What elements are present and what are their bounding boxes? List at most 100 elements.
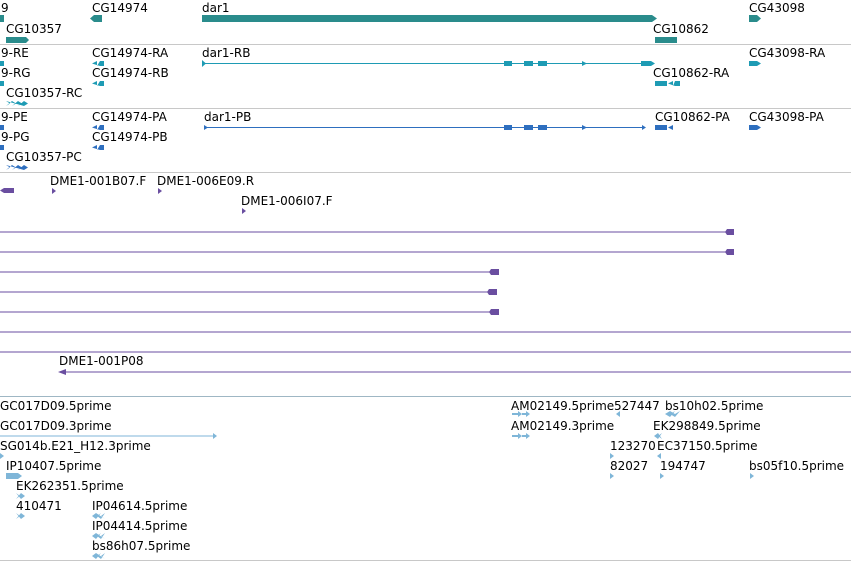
est-glyph-ip04614-5prime[interactable] [92, 513, 105, 519]
est-glyph-410471[interactable] [16, 513, 25, 519]
est-label[interactable]: 82027 [610, 459, 649, 473]
est-label[interactable]: 410471 [16, 499, 62, 513]
protein-exon-arrow [642, 125, 646, 130]
transcript-exon [538, 61, 547, 66]
protein-glyph-cg10357-pc[interactable] [6, 165, 28, 170]
est-glyph-ec37150-5prime[interactable] [657, 453, 661, 459]
est-glyph-am02149-3prime-b [522, 433, 530, 439]
est-glyph-bs10h02-5prime[interactable] [665, 411, 680, 417]
transcript-label[interactable]: CG14974-RB [92, 66, 169, 80]
est-glyph-bs05f10-5prime[interactable] [750, 473, 754, 479]
clone-glyph-dme1-006i07-f[interactable] [242, 208, 246, 214]
gene-label-cg43098[interactable]: CG43098 [749, 1, 805, 15]
est-glyph-am02149-3prime[interactable] [512, 433, 522, 439]
transcript-glyph-cg10357-rc[interactable] [6, 101, 28, 106]
est-label[interactable]: EC37150.5prime [657, 439, 758, 453]
transcript-glyph[interactable] [0, 61, 4, 66]
est-label[interactable]: 527447 [614, 399, 660, 413]
est-label[interactable]: GC017D09.5prime [0, 399, 112, 413]
est-glyph-am02149-5prime[interactable] [512, 411, 522, 417]
est-label[interactable]: IP10407.5prime [6, 459, 102, 473]
est-glyph-527447[interactable] [616, 411, 620, 417]
clone-label[interactable]: DME1-006I07.F [241, 194, 333, 208]
gene-glyph-cg10357[interactable] [6, 37, 26, 43]
est-glyph-ip04414-5prime[interactable] [92, 533, 105, 539]
protein-label[interactable]: CG10357-PC [6, 150, 82, 164]
protein-glyph-dar1-pb-start [204, 125, 208, 130]
transcript-glyph-cg14974-rb[interactable] [92, 81, 104, 86]
est-label[interactable]: GC017D09.3prime [0, 419, 112, 433]
protein-glyph-cg14974-pb[interactable] [92, 145, 104, 150]
clone-label[interactable]: DME1-001P08 [59, 354, 144, 368]
transcript-glyph-cg10862-ra[interactable] [655, 81, 667, 86]
transcript-label[interactable]: 9-RE [1, 46, 29, 60]
est-glyph-ek298849-5prime[interactable] [654, 433, 662, 439]
transcript-label[interactable]: 9-RG [1, 66, 31, 80]
gene-glyph-dar1-arrow [652, 15, 657, 22]
protein-glyph[interactable] [0, 145, 4, 150]
gene-glyph-cg43098[interactable] [749, 15, 757, 22]
est-label[interactable]: AM02149.5prime [511, 399, 615, 413]
est-glyph-ip10407-5prime[interactable] [6, 473, 18, 479]
gene-track-glyphs [0, 15, 761, 43]
protein-glyph-cg10862-pa[interactable] [655, 125, 667, 130]
gene-glyph-dar1[interactable] [202, 15, 652, 22]
transcript-exon [582, 61, 587, 66]
transcript-label[interactable]: CG10862-RA [653, 66, 730, 80]
est-glyph-sg014b[interactable] [0, 453, 4, 459]
clone-glyph[interactable] [4, 188, 14, 193]
est-label[interactable]: EK262351.5prime [16, 479, 124, 493]
transcript-label[interactable]: dar1-RB [202, 46, 251, 60]
clone-span-arrow [725, 249, 734, 255]
clone-label[interactable]: DME1-001B07.F [50, 174, 147, 188]
est-label[interactable]: 194747 [660, 459, 706, 473]
gene-glyph-cg10862[interactable] [655, 37, 677, 43]
transcript-label[interactable]: CG14974-RA [92, 46, 169, 60]
est-label[interactable]: AM02149.3prime [511, 419, 615, 433]
protein-label[interactable]: CG43098-PA [749, 110, 824, 124]
est-glyph-123270[interactable] [610, 453, 614, 459]
protein-glyph-cg14974-pa[interactable] [92, 125, 104, 130]
protein-label[interactable]: dar1-PB [204, 110, 252, 124]
gene-label-cg10862[interactable]: CG10862 [653, 22, 709, 36]
protein-glyph-cg43098-pa[interactable] [749, 125, 757, 130]
gene-label-dar1[interactable]: dar1 [202, 1, 230, 15]
transcript-label[interactable]: CG10357-RC [6, 86, 83, 100]
protein-label[interactable]: 9-PG [1, 130, 30, 144]
protein-glyph[interactable] [0, 125, 4, 130]
transcript-glyph-cg14974-ra[interactable] [92, 61, 104, 66]
gene-label-cg14974[interactable]: CG14974 [92, 1, 148, 15]
est-label[interactable]: SG014b.E21_H12.3prime [0, 439, 151, 453]
clone-glyph-dme1-006e09-r[interactable] [158, 188, 162, 194]
est-label[interactable]: 123270 [610, 439, 656, 453]
est-glyph-ip10407-arrow [18, 473, 22, 479]
est-glyph-82027[interactable] [610, 473, 614, 479]
transcript-glyph[interactable] [0, 81, 4, 86]
section-separator [0, 396, 851, 397]
gene-label-cg10357[interactable]: CG10357 [6, 22, 62, 36]
est-label[interactable]: IP04614.5prime [92, 499, 188, 513]
est-glyph-am02149-5prime-b [522, 411, 530, 417]
transcript-glyph-cg43098-ra-arrow [757, 61, 761, 66]
track-separator [0, 172, 851, 173]
protein-label[interactable]: CG14974-PB [92, 130, 168, 144]
protein-label[interactable]: CG10862-PA [655, 110, 730, 124]
protein-label[interactable]: 9-PE [1, 110, 28, 124]
est-label[interactable]: bs10h02.5prime [665, 399, 764, 413]
transcript-glyph-cg43098-ra[interactable] [749, 61, 757, 66]
est-label[interactable]: EK298849.5prime [653, 419, 761, 433]
est-glyph-ek262351-5prime[interactable] [16, 493, 25, 499]
clone-label[interactable]: DME1-006E09.R [157, 174, 255, 188]
est-label[interactable]: bs05f10.5prime [749, 459, 845, 473]
transcript-label[interactable]: CG43098-RA [749, 46, 826, 60]
est-label[interactable]: IP04414.5prime [92, 519, 188, 533]
clone-glyph-dme1-001b07-f[interactable] [52, 188, 56, 194]
est-glyph-bs86h07-5prime[interactable] [92, 553, 105, 559]
gene-label-9[interactable]: 9 [1, 1, 9, 15]
clone-span-arrow [489, 269, 499, 275]
protein-label[interactable]: CG14974-PA [92, 110, 167, 124]
est-label[interactable]: bs86h07.5prime [92, 539, 191, 553]
est-glyph-194747[interactable] [660, 473, 664, 479]
gene-glyph-cg14974[interactable] [94, 15, 102, 22]
